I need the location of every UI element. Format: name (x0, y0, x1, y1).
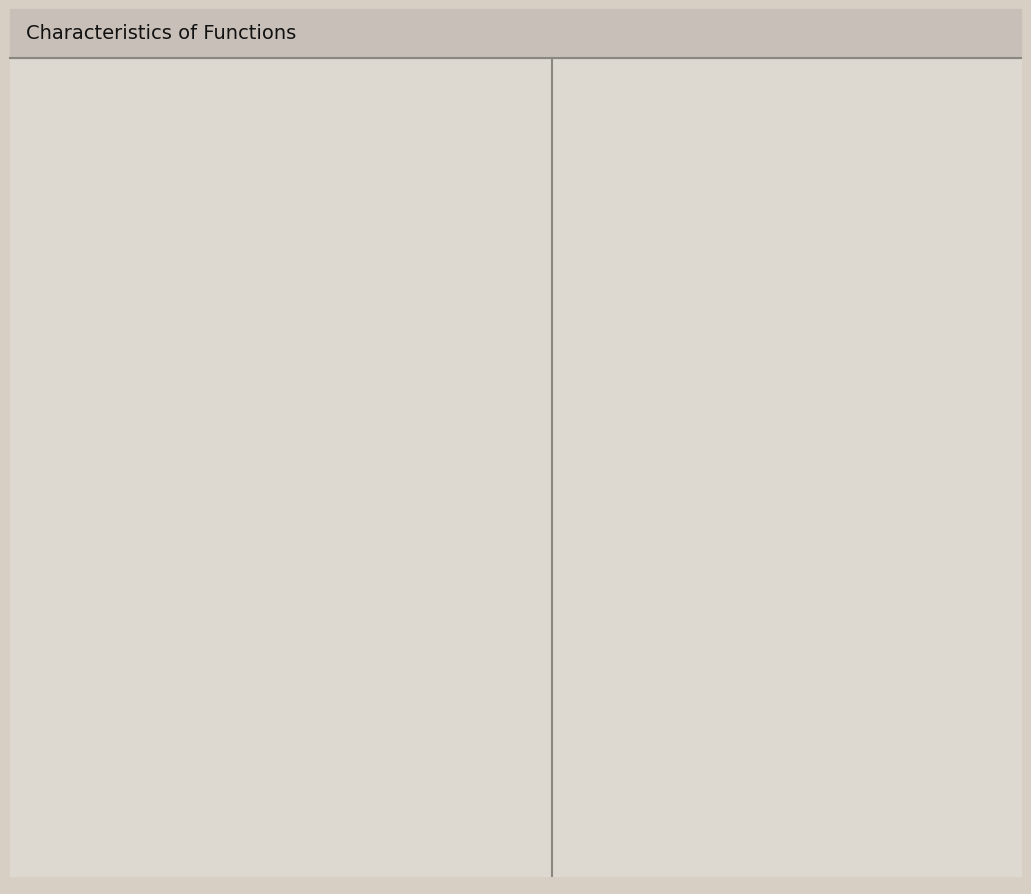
Text: Characteristics of Functions: Characteristics of Functions (26, 23, 296, 43)
Text: 1: 1 (934, 628, 946, 648)
Text: 2: 2 (356, 468, 361, 477)
Text: -6: -6 (263, 675, 272, 684)
Text: y: y (295, 217, 302, 231)
Text: (-∞, ∞): (-∞, ∞) (734, 113, 810, 133)
Text: 5: 5 (267, 265, 272, 274)
Text: Interval of Decrease:: Interval of Decrease: (580, 755, 793, 773)
Text: -6: -6 (56, 468, 64, 477)
Text: ∞: ∞ (811, 442, 830, 461)
Text: Range:: Range: (580, 197, 651, 215)
Text: As x → ∞, y →: As x → ∞, y → (580, 449, 693, 468)
Text: 1: 1 (318, 468, 324, 477)
Text: As x → -∞, y →: As x → -∞, y → (580, 369, 699, 387)
Text: -2: -2 (204, 468, 213, 477)
Text: (-: (- (970, 514, 983, 532)
Text: 6: 6 (504, 468, 510, 477)
Text: 3: 3 (393, 468, 398, 477)
Text: End Behaviors:: End Behaviors: (580, 312, 731, 330)
Text: -2: -2 (264, 526, 272, 535)
Text: 3: 3 (267, 340, 272, 349)
Text: -3: -3 (263, 563, 272, 572)
Text: Interval of Increase:: Interval of Increase: (580, 633, 785, 651)
Text: -5: -5 (93, 468, 102, 477)
Text: -1: -1 (241, 468, 251, 477)
Text: -4: -4 (130, 468, 139, 477)
Text: -3: -3 (167, 468, 176, 477)
Text: 5: 5 (467, 468, 473, 477)
Text: 6: 6 (267, 228, 272, 237)
Text: -5: -5 (263, 637, 272, 647)
Text: 4: 4 (267, 302, 272, 311)
Text: Domain:: Domain: (580, 113, 664, 131)
Text: (-∞, ∞): (-∞, ∞) (734, 205, 810, 224)
Text: Maximum or Minimum:: Maximum or Minimum: (580, 514, 811, 532)
Text: -4: -4 (264, 601, 272, 610)
Text: 4: 4 (430, 468, 435, 477)
Text: 1: 1 (943, 751, 956, 770)
Text: 2: 2 (267, 377, 272, 386)
Text: -1: -1 (263, 489, 272, 498)
Text: 1: 1 (267, 414, 272, 423)
Text: ∞: ∞ (843, 361, 862, 382)
Text: x: x (519, 428, 526, 441)
